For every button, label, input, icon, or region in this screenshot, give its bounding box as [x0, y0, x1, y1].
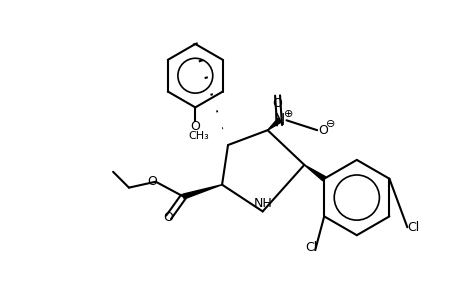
Text: CH₃: CH₃ — [188, 131, 208, 141]
Text: Cl: Cl — [406, 221, 419, 234]
Polygon shape — [304, 165, 325, 181]
Text: Cl: Cl — [304, 241, 317, 254]
Text: O: O — [146, 175, 157, 188]
Polygon shape — [182, 185, 222, 199]
Polygon shape — [267, 118, 280, 130]
Text: NH: NH — [253, 197, 271, 210]
Text: N: N — [273, 113, 285, 128]
Text: O: O — [318, 124, 327, 137]
Text: ⊖: ⊖ — [325, 119, 335, 129]
Text: O: O — [190, 120, 200, 133]
Text: ⊕: ⊕ — [283, 109, 292, 119]
Text: O: O — [272, 97, 282, 110]
Text: O: O — [163, 211, 173, 224]
